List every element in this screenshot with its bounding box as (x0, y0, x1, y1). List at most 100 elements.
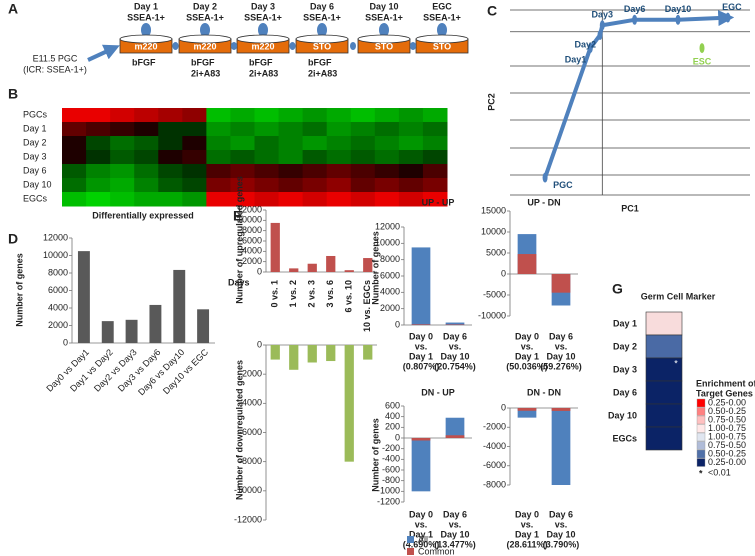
heat-cell (134, 136, 159, 151)
heat-cell (374, 164, 400, 179)
y-axis-label: Number of genes (14, 253, 24, 327)
medium: STO (375, 41, 393, 51)
marker-cell (645, 380, 683, 405)
heat-cell (110, 136, 135, 151)
x-tick-label: Day 0 (409, 509, 433, 519)
x-tick-label: vs. (415, 341, 428, 351)
heat-cell (350, 136, 376, 151)
y-tick-label: 10000 (375, 238, 400, 248)
heat-cell (86, 178, 111, 193)
bar (411, 324, 431, 325)
x-tick-label: Day 0 (515, 331, 539, 341)
x-tick-label: (4.690%) (403, 539, 440, 549)
point-label: Day3 (592, 10, 614, 20)
stage-day: Day 3 (251, 1, 275, 11)
heat-cell (110, 150, 135, 165)
y-tick-label: 0 (501, 268, 506, 278)
row-label: EGCs (23, 193, 48, 203)
y-tick-label: 15000 (481, 205, 506, 215)
bar (445, 324, 465, 325)
heat-cell (134, 192, 159, 207)
heat-cell (254, 108, 280, 123)
heat-cell (110, 178, 135, 193)
point (599, 20, 605, 31)
bar (101, 321, 114, 343)
legend-label: 1.00-0.75 (708, 423, 746, 433)
point (725, 12, 731, 23)
cell (258, 23, 268, 37)
panel-label: G (612, 281, 623, 297)
bar (270, 345, 280, 360)
heat-cell (302, 178, 328, 193)
heat-cell (158, 122, 183, 137)
heat-cell (206, 150, 231, 165)
heat-cell (278, 136, 304, 151)
heat-cell (278, 178, 304, 193)
heat-cell (86, 136, 111, 151)
connector (231, 42, 237, 50)
heat-cell (86, 164, 111, 179)
stage-marker: SSEA-1+ (423, 12, 461, 22)
dish-top (119, 34, 173, 44)
row-label: Day 1 (23, 123, 47, 133)
legend-label: Common (418, 546, 455, 556)
y-tick-label: 400 (385, 411, 400, 421)
x-tick-label: vs. (555, 341, 568, 351)
heat-cell (422, 164, 448, 179)
cell (379, 23, 389, 37)
stage-day: EGC (432, 1, 452, 11)
bar (411, 247, 431, 325)
point-label: EGC (722, 2, 742, 12)
pca-grid (510, 9, 750, 196)
heat-cell (206, 122, 231, 137)
y-tick-label: 4000 (242, 246, 262, 256)
y-tick-label: -2000 (483, 422, 506, 432)
x-tick-label: Day 6 (443, 509, 467, 519)
heat-cell (206, 178, 231, 193)
x-tick-label: 2 vs. 3 (307, 280, 317, 308)
heat-cell (350, 108, 376, 123)
row-label: Day 2 (23, 137, 47, 147)
heat-cell (182, 122, 207, 137)
heat-cell (326, 178, 352, 193)
x-axis-label: PC1 (621, 203, 639, 213)
factor: bFGF (308, 57, 332, 67)
bar (344, 270, 354, 272)
chart-title: DN - UP (421, 387, 455, 397)
legend-label: 0.75-0.50 (708, 440, 746, 450)
heat-cell (182, 108, 207, 123)
dish-top (178, 34, 232, 44)
x-tick-label: vs. (449, 519, 462, 529)
panel-label: D (8, 231, 18, 247)
bar (411, 438, 431, 492)
panel-label: E (233, 208, 242, 224)
x-tick-label: 1 vs. 2 (288, 280, 298, 308)
x-tick-label: 0 vs. 1 (270, 280, 280, 308)
point-label: Day6 (624, 4, 646, 14)
bar (326, 345, 336, 362)
heat-cell (110, 164, 135, 179)
y-tick-label: 10000 (237, 215, 262, 225)
y-tick-label: -6000 (483, 460, 506, 470)
panel-label: A (8, 1, 18, 17)
legend-label: 1.00-0.75 (708, 431, 746, 441)
cell (200, 23, 210, 37)
medium: m220 (193, 41, 216, 51)
y-tick-label: -12000 (234, 514, 262, 524)
y-tick-label: -4000 (483, 441, 506, 451)
heat-cell (398, 164, 424, 179)
bar (551, 408, 571, 411)
heat-cell (182, 164, 207, 179)
legend-label: 0.50-0.25 (708, 448, 746, 458)
heat-cell (254, 150, 280, 165)
heat-cell (230, 192, 255, 207)
heat-cell (374, 150, 400, 165)
bar (517, 408, 537, 411)
heat-cell (302, 136, 328, 151)
stage-day: Day 1 (134, 1, 158, 11)
heat-cell (182, 178, 207, 193)
heat-cell (158, 164, 183, 179)
bar (197, 309, 210, 343)
legend-swatch (407, 548, 414, 555)
